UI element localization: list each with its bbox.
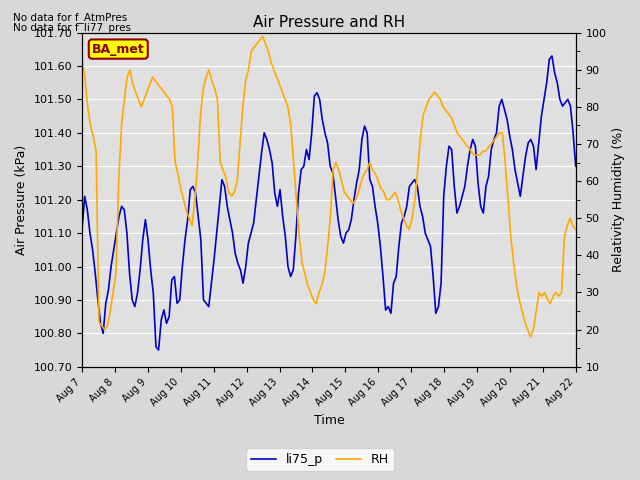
- li75_p: [78, 227, 86, 233]
- Text: No data for f_li77_pres: No data for f_li77_pres: [13, 22, 131, 33]
- X-axis label: Time: Time: [314, 414, 344, 427]
- RH: [160, 89, 168, 95]
- Y-axis label: Relativity Humidity (%): Relativity Humidity (%): [612, 127, 625, 272]
- li75_p: [129, 297, 136, 303]
- RH: [242, 78, 250, 84]
- RH: [543, 297, 551, 303]
- li75_p: [548, 53, 556, 59]
- RH: [360, 171, 368, 177]
- Line: RH: RH: [82, 36, 576, 337]
- Text: BA_met: BA_met: [92, 43, 145, 56]
- li75_p: [244, 240, 252, 246]
- Title: Air Pressure and RH: Air Pressure and RH: [253, 15, 405, 30]
- RH: [100, 327, 108, 333]
- Legend: li75_p, RH: li75_p, RH: [246, 448, 394, 471]
- Line: li75_p: li75_p: [82, 56, 576, 350]
- RH: [259, 34, 266, 39]
- RH: [527, 334, 534, 340]
- RH: [78, 56, 86, 61]
- li75_p: [561, 100, 569, 106]
- Text: No data for f_AtmPres: No data for f_AtmPres: [13, 12, 127, 23]
- li75_p: [81, 193, 88, 199]
- Y-axis label: Air Pressure (kPa): Air Pressure (kPa): [15, 144, 28, 255]
- RH: [120, 96, 128, 102]
- RH: [572, 227, 580, 232]
- li75_p: [155, 347, 163, 353]
- li75_p: [260, 130, 268, 136]
- li75_p: [572, 163, 580, 169]
- li75_p: [231, 250, 239, 256]
